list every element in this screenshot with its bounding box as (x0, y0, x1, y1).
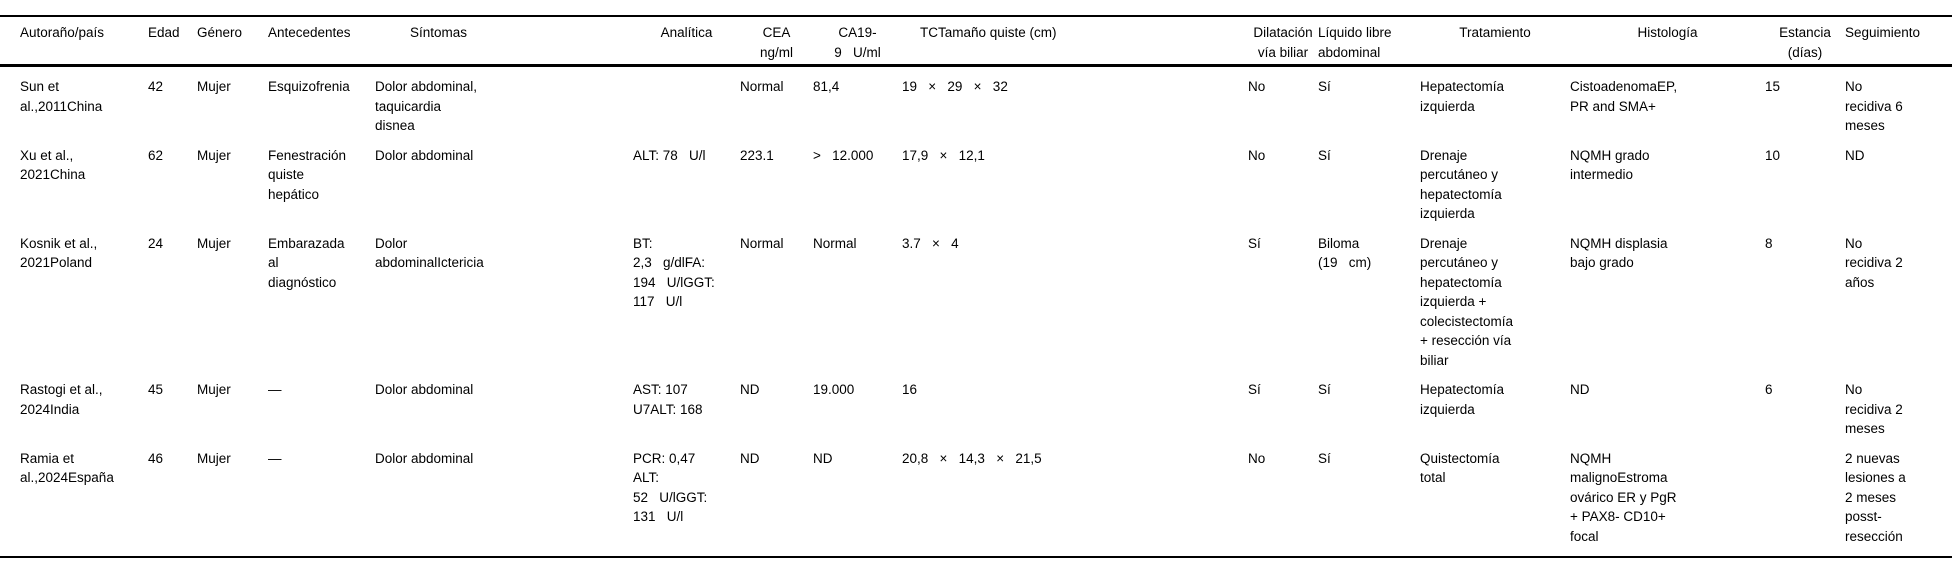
cell-ca19-9: 81,4 (813, 79, 840, 94)
col-age: Edad (148, 16, 197, 67)
cell-biliary-dilation: Sí (1248, 235, 1261, 251)
cell-biliary-dilation: Sí (1248, 382, 1261, 397)
cell-histology: CistoadenomaEP, PR and SMA+ (1570, 79, 1678, 114)
cell-free-fluid: Sí (1318, 147, 1331, 163)
cell-stay-days (1765, 438, 1845, 558)
cell-gender: Mujer (197, 235, 231, 251)
cell-ca19-9: Normal (813, 235, 857, 251)
col-follow-up: Seguimiento (1845, 16, 1952, 67)
cell-ca19-9: ND (813, 438, 902, 558)
cell-gender: Mujer (197, 147, 231, 163)
cell-history: — (268, 438, 375, 558)
table-body: Sun et al.,2011China 42 Mujer Esquizofre… (0, 66, 1952, 558)
col-stay-days: Estancia (días) (1765, 16, 1845, 67)
cell-stay-days: 15 (1765, 79, 1781, 94)
col-free-fluid: Líquido libre abdominal (1318, 16, 1420, 67)
table-row-kosnik-2021: Kosnik et al., 2021Poland 24 Mujer Embar… (0, 224, 1952, 371)
cell-gender: Mujer (197, 79, 231, 94)
cell-biliary-dilation: No (1248, 147, 1266, 163)
cell-ca19-9: 19.000 (813, 382, 855, 397)
cell-follow-up: No recidiva 2 años (1845, 235, 1903, 290)
cell-histology: NQMH displasia bajo grado (1570, 235, 1668, 271)
cell-follow-up: 2 nuevas lesiones a 2 meses posst- resec… (1845, 438, 1952, 558)
cell-treatment: Hepatectomía izquierda (1420, 79, 1505, 114)
cell-follow-up: ND (1845, 147, 1865, 163)
table-header: Autoraño/país Edad Género Antecedentes S… (0, 16, 1952, 67)
cell-treatment: Quistectomía total (1420, 438, 1570, 558)
col-labs: Analítica (633, 16, 740, 67)
cell-ct-cyst-size: 20,8 × 14,3 × 21,5 (902, 438, 1248, 558)
cell-gender: Mujer (197, 438, 268, 558)
cell-free-fluid: Sí (1318, 382, 1331, 397)
cell-biliary-dilation: No (1248, 438, 1318, 558)
col-ct-cyst-size: TCTamaño quiste (cm) (902, 16, 1248, 67)
cell-age: 42 (148, 79, 164, 94)
cell-gender: Mujer (197, 382, 231, 397)
col-treatment: Tratamiento (1420, 16, 1570, 67)
cell-cea: Normal (740, 235, 784, 251)
cell-free-fluid: Biloma (19 cm) (1318, 235, 1372, 271)
cell-treatment: Hepatectomía izquierda (1420, 382, 1505, 417)
col-biliary-dilation: Dilatación vía biliar (1248, 16, 1318, 67)
table-row-ramia-2024: Ramia et al.,2024España 46 Mujer — Dolor… (0, 438, 1952, 558)
cell-symptoms: Dolor abdominalIctericia (375, 235, 484, 271)
cell-symptoms: Dolor abdominal (375, 382, 474, 397)
cell-author-country: Sun et al.,2011China (20, 79, 103, 114)
col-history: Antecedentes (268, 16, 375, 67)
cell-cea: ND (740, 382, 760, 397)
cell-age: 45 (148, 382, 164, 397)
cell-treatment: Drenaje percutáneo y hepatectomía izquie… (1420, 147, 1502, 222)
cell-age: 24 (148, 235, 164, 251)
cell-follow-up: No recidiva 6 meses (1845, 79, 1903, 133)
cell-treatment: Drenaje percutáneo y hepatectomía izquie… (1420, 235, 1514, 368)
col-histology: Histología (1570, 16, 1765, 67)
cell-history: Esquizofrenia (268, 79, 350, 94)
table-row-rastogi-2024: Rastogi et al., 2024India 45 Mujer — Dol… (0, 370, 1952, 439)
cell-free-fluid: Sí (1318, 79, 1331, 94)
cell-biliary-dilation: No (1248, 79, 1266, 94)
cell-stay-days: 6 (1765, 382, 1773, 397)
cell-ct-cyst-size: 17,9 × 12,1 (902, 147, 985, 163)
cell-labs: BT: 2,3 g/dlFA: 194 U/lGGT: 117 U/l (633, 235, 715, 310)
cell-author-country: Ramia et al.,2024España (0, 438, 148, 558)
cell-cea: 223.1 (740, 147, 774, 163)
cell-ct-cyst-size: 16 (902, 382, 918, 397)
cell-follow-up: No recidiva 2 meses (1845, 382, 1903, 436)
cell-cea: Normal (740, 79, 784, 94)
cell-history: Fenestración quiste hepático (268, 147, 347, 202)
cell-ca19-9: > 12.000 (813, 147, 874, 163)
cell-histology: NQMH grado intermedio (1570, 147, 1650, 183)
cell-free-fluid: Sí (1318, 438, 1420, 558)
col-gender: Género (197, 16, 268, 67)
cell-cea: ND (740, 438, 813, 558)
cell-histology: ND (1570, 382, 1590, 397)
col-author-country: Autoraño/país (0, 16, 148, 67)
cell-labs (633, 66, 740, 136)
cell-labs: PCR: 0,47 ALT: 52 U/lGGT: 131 U/l (633, 438, 740, 558)
cell-histology: NQMH malignoEstroma ovárico ER y PgR + P… (1570, 438, 1765, 558)
cell-ct-cyst-size: 3.7 × 4 (902, 235, 959, 251)
cell-ct-cyst-size: 19 × 29 × 32 (902, 79, 1008, 94)
cell-age: 62 (148, 147, 164, 163)
col-ca19-9: CA19- 9 U/ml (813, 16, 902, 67)
case-review-table: Autoraño/país Edad Género Antecedentes S… (0, 15, 1952, 558)
table-row-xu-2021: Xu et al., 2021China 62 Mujer Fenestraci… (0, 136, 1952, 224)
col-cea: CEA ng/ml (740, 16, 813, 67)
cell-stay-days: 10 (1765, 147, 1781, 163)
cell-labs: ALT: 78 U/l (633, 147, 706, 163)
cell-labs: AST: 107 U7ALT: 168 (633, 382, 703, 417)
cell-symptoms: Dolor abdominal, taquicardia disnea (375, 79, 478, 133)
cell-history: — (268, 382, 282, 397)
cell-symptoms: Dolor abdominal (375, 147, 474, 163)
cell-symptoms: Dolor abdominal (375, 438, 633, 558)
col-symptoms: Síntomas (375, 16, 633, 67)
cell-stay-days: 8 (1765, 235, 1773, 251)
cell-age: 46 (148, 438, 197, 558)
cell-author-country: Kosnik et al., 2021Poland (20, 235, 98, 271)
cell-author-country: Xu et al., 2021China (20, 147, 86, 183)
table-row-sun-2011: Sun et al.,2011China 42 Mujer Esquizofre… (0, 66, 1952, 136)
cell-history: Embarazada al diagnóstico (268, 235, 345, 290)
cell-author-country: Rastogi et al., 2024India (20, 382, 103, 417)
header-row: Autoraño/país Edad Género Antecedentes S… (0, 16, 1952, 67)
